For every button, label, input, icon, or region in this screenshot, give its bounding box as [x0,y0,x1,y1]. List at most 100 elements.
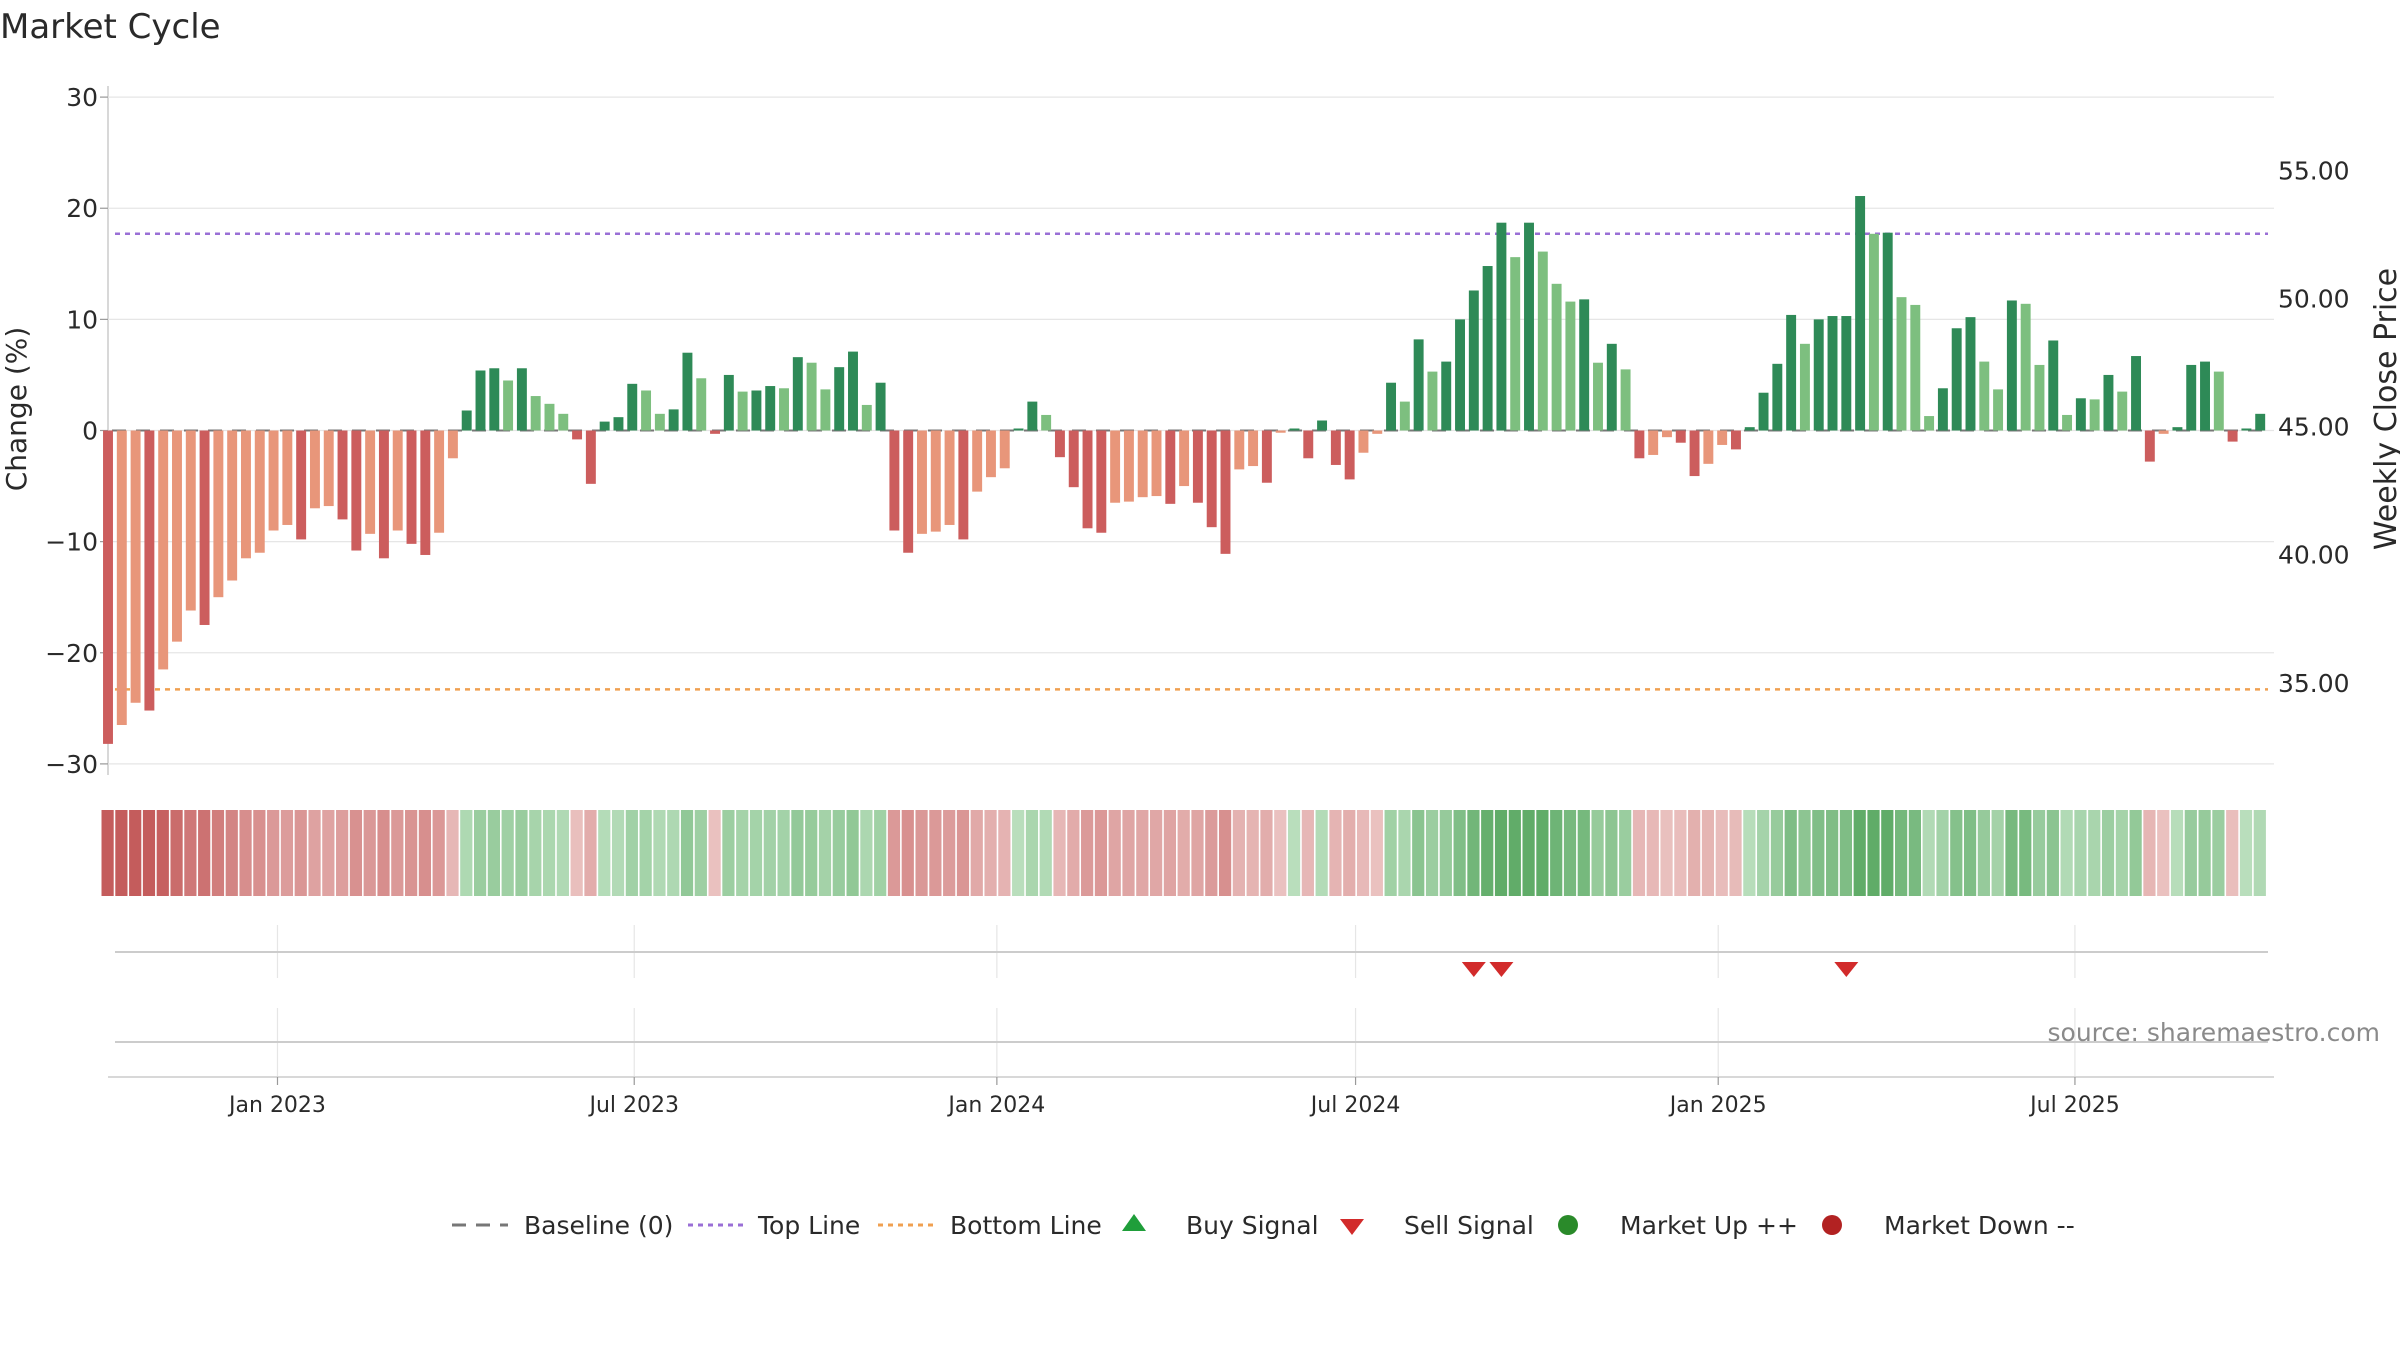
heat-cell [570,810,583,896]
bar [1703,430,1714,464]
heat-cell [584,810,597,896]
triangle-up-icon [1122,1214,1146,1231]
bar [972,430,983,492]
bar [1137,430,1148,498]
heat-cell [1398,810,1411,896]
heat-cell [432,810,445,896]
cycle-heat-strip [101,810,2266,896]
heat-cell [653,810,666,896]
triangle-down-icon [1340,1219,1364,1235]
bar [613,417,624,431]
bar [1593,362,1603,431]
bar [323,430,334,507]
heat-cell [1246,810,1259,896]
heat-cell [170,810,183,896]
heat-cell [377,810,390,896]
heat-cell [956,810,970,896]
heat-cell [860,810,873,896]
heat-cell [2212,810,2225,896]
heat-cell [1826,810,1839,896]
circle-icon [1822,1215,1842,1235]
bar [1565,301,1576,431]
heat-cell [1439,810,1452,896]
heat-cell [1963,810,1977,896]
bar [944,430,955,525]
legend-label: Sell Signal [1404,1211,1534,1240]
heat-cell [487,810,500,896]
y-axis-right-label: Weekly Close Price [2369,268,2400,550]
heat-cell [405,810,418,896]
bar [1924,416,1935,431]
bar [1413,339,1424,431]
heat-cell [777,810,790,896]
bar [309,430,320,509]
heat-cell [529,810,542,896]
bar [723,374,734,431]
legend-label: Buy Signal [1186,1211,1319,1240]
heat-cell [501,810,514,896]
bar [406,430,417,544]
legend-label: Bottom Line [950,1211,1102,1240]
heat-cell [1619,810,1632,896]
y-tick-label: 20 [66,194,98,223]
bar [2062,414,2073,431]
bar [1993,389,2004,431]
heat-cell [1081,810,1094,896]
bar [1330,430,1341,465]
bar [1427,371,1438,431]
bar [1965,317,1976,431]
bar [958,430,969,540]
bar [351,430,362,551]
heat-cell [1122,810,1135,896]
bar [1620,369,1631,431]
heat-cell [1177,810,1190,896]
bar [1868,233,1879,431]
bar [1772,363,1783,431]
heat-cell [253,810,266,896]
heat-cell [1936,810,1949,896]
heat-cell [418,810,432,896]
heat-cell [763,810,776,896]
bar [1482,266,1493,431]
bar [2034,364,2045,431]
heat-cell [1688,810,1701,896]
heat-cell [1274,810,1287,896]
heat-cell [1922,810,1935,896]
heat-cell [515,810,528,896]
heat-cell [1536,810,1549,896]
heat-cell [391,810,404,896]
bar [116,430,127,725]
heat-cell [308,810,321,896]
heat-cell [998,810,1011,896]
heat-cell [805,810,818,896]
signal-panel [115,925,2268,1076]
bar [378,430,389,559]
heat-cell [2088,810,2101,896]
legend-label: Baseline (0) [524,1211,673,1240]
bar [558,413,569,431]
heat-cell [2129,810,2142,896]
x-tick-label: Jan 2023 [227,1093,326,1118]
legend-item-down: Market Down -- [1822,1211,2075,1240]
heat-cell [2115,810,2128,896]
bar [641,390,652,431]
bar [668,409,679,431]
heat-cell [1715,810,1728,896]
x-tick-label: Jul 2025 [2028,1093,2120,1118]
source-note: source: sharemaestro.com [2048,1018,2381,1047]
bar [1758,392,1769,431]
bar [213,430,224,598]
heat-cell [1784,810,1797,896]
heat-cell [2184,810,2197,896]
heat-cell [1150,810,1163,896]
bar [1537,251,1548,431]
chart-title: Market Cycle [0,7,221,47]
heat-cell [1356,810,1370,896]
heat-cell [2253,810,2266,896]
heat-cell [1674,810,1687,896]
bar [1786,314,1797,431]
bar [2048,340,2059,431]
bar [1303,430,1314,459]
heat-cell [142,810,156,896]
